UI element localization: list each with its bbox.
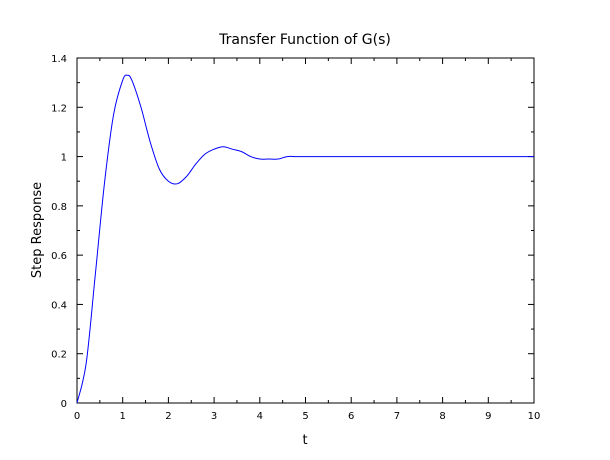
y-tick-label: 1 — [61, 153, 67, 164]
x-tick-label: 10 — [528, 411, 541, 422]
plot-area — [76, 57, 535, 404]
x-tick-label: 8 — [439, 411, 445, 422]
x-tick-label: 7 — [394, 411, 400, 422]
y-axis-label: Step Response — [30, 182, 45, 278]
series-layer — [76, 74, 534, 404]
x-tick-label: 0 — [74, 411, 80, 422]
y-tick-label: 0 — [61, 399, 67, 410]
y-tick-label: 0.2 — [51, 350, 67, 361]
x-tick-label: 2 — [165, 411, 171, 422]
y-tick-label: 0.4 — [51, 300, 67, 311]
axis-ticks: 0 1 2 3 4 5 6 7 8 9 10 0 0.2 0.4 0.6 0.8 1 1.2 1.4 — [51, 54, 540, 422]
series-line-0 — [76, 74, 534, 404]
x-tick-label: 3 — [211, 411, 217, 422]
y-tick-label: 1.2 — [51, 103, 67, 114]
x-tick-label: 1 — [120, 411, 126, 422]
x-tick-label: 9 — [485, 411, 491, 422]
y-tick-label: 1.4 — [51, 54, 67, 65]
chart-title: Transfer Function of G(s) — [218, 32, 391, 48]
y-tick-label: 0.8 — [51, 202, 67, 213]
x-tick-label: 5 — [302, 411, 308, 422]
x-tick-label: 6 — [348, 411, 354, 422]
y-tick-label: 0.6 — [51, 251, 67, 262]
x-tick-label: 4 — [257, 411, 263, 422]
x-axis-label: t — [302, 433, 307, 448]
